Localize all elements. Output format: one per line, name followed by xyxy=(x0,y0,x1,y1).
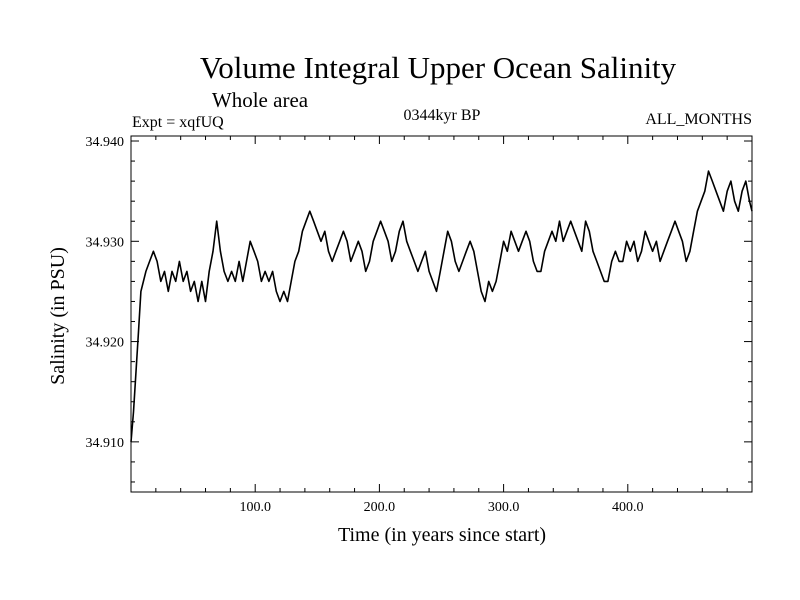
x-tick-label: 100.0 xyxy=(239,500,271,515)
y-tick-label: 34.920 xyxy=(86,336,125,351)
plot-frame xyxy=(130,135,753,493)
x-axis-label: Time (in years since start) xyxy=(338,524,546,546)
months-label: ALL_MONTHS xyxy=(645,111,752,128)
chart-title: Volume Integral Upper Ocean Salinity xyxy=(200,50,677,85)
y-tick-label: 34.910 xyxy=(86,436,125,451)
plot-area: 100.0 200.0 300.0 400.0 34.910 34.920 34.930 34… xyxy=(86,135,753,515)
period-label: 0344kyr BP xyxy=(404,107,481,124)
y-axis-label: Salinity (in PSU) xyxy=(47,247,69,385)
x-tick-label: 400.0 xyxy=(612,500,644,515)
chart-subtitle: Whole area xyxy=(212,88,309,112)
x-tick-label: 200.0 xyxy=(364,500,396,515)
x-tick-label: 300.0 xyxy=(488,500,520,515)
y-tick-label: 34.930 xyxy=(86,235,125,250)
series-line-salinity xyxy=(130,170,753,442)
experiment-label: Expt = xqfUQ xyxy=(132,114,224,131)
y-tick-label: 34.940 xyxy=(86,135,125,150)
